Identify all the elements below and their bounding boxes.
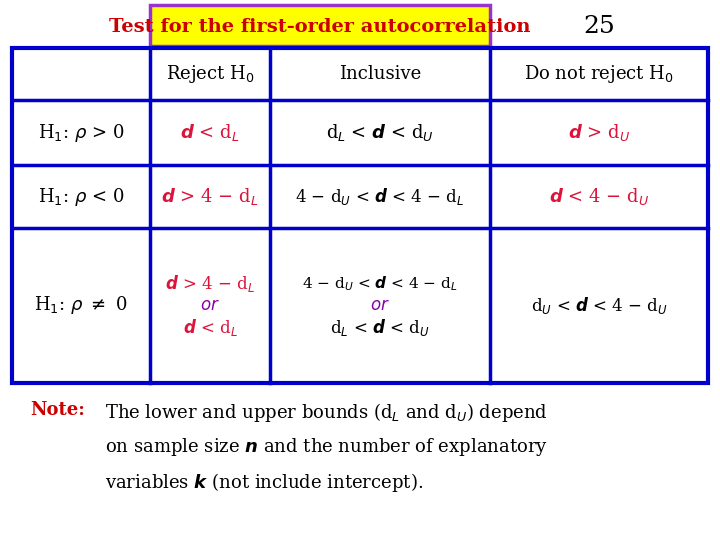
Text: 4 $-$ d$_U$ < $\bfit{d}$ < 4 $-$ d$_L$: 4 $-$ d$_U$ < $\bfit{d}$ < 4 $-$ d$_L$ [295,186,464,207]
Text: Do not reject H$_0$: Do not reject H$_0$ [524,63,674,85]
Text: variables $\bfit{k}$ (not include intercept).: variables $\bfit{k}$ (not include interc… [105,471,423,494]
FancyBboxPatch shape [150,5,490,46]
Text: 25: 25 [583,15,615,38]
Text: 4 $-$ d$_U$ < $\bfit{d}$ < 4 $-$ d$_L$: 4 $-$ d$_U$ < $\bfit{d}$ < 4 $-$ d$_L$ [302,274,458,293]
Text: $\it{or}$: $\it{or}$ [200,297,220,314]
Text: Note:: Note: [30,401,85,419]
Text: $\bfit{d}$ > 4 $-$ d$_L$: $\bfit{d}$ > 4 $-$ d$_L$ [161,186,258,207]
Text: d$_L$ < $\bfit{d}$ < d$_U$: d$_L$ < $\bfit{d}$ < d$_U$ [326,122,434,143]
Text: $\bfit{d}$ > 4 $-$ d$_L$: $\bfit{d}$ > 4 $-$ d$_L$ [165,273,255,294]
Text: $\bfit{d}$ > d$_U$: $\bfit{d}$ > d$_U$ [568,122,630,143]
Text: $\bfit{d}$ < d$_L$: $\bfit{d}$ < d$_L$ [180,122,240,143]
Text: Test for the first-order autocorrelation: Test for the first-order autocorrelation [109,17,531,36]
Text: H$_1$: $\rho$ > 0: H$_1$: $\rho$ > 0 [38,122,124,144]
Text: $\bfit{d}$ < 4 $-$ d$_U$: $\bfit{d}$ < 4 $-$ d$_U$ [549,186,649,207]
Text: on sample size $\bfit{n}$ and the number of explanatory: on sample size $\bfit{n}$ and the number… [105,436,548,458]
Text: H$_1$: $\rho$ < 0: H$_1$: $\rho$ < 0 [38,186,124,207]
Text: d$_L$ < $\bfit{d}$ < d$_U$: d$_L$ < $\bfit{d}$ < d$_U$ [330,317,430,338]
Bar [12,48,708,383]
Text: d$_U$ < $\bfit{d}$ < 4 $-$ d$_U$: d$_U$ < $\bfit{d}$ < 4 $-$ d$_U$ [531,295,667,316]
Text: Inclusive: Inclusive [339,65,421,83]
Text: The lower and upper bounds (d$_L$ and d$_U$) depend: The lower and upper bounds (d$_L$ and d$… [105,401,548,424]
Text: $\it{or}$: $\it{or}$ [370,297,390,314]
Text: $\bfit{d}$ < d$_L$: $\bfit{d}$ < d$_L$ [182,317,238,338]
Text: H$_1$: $\rho$ $\neq$ 0: H$_1$: $\rho$ $\neq$ 0 [35,294,127,316]
Text: Reject H$_0$: Reject H$_0$ [166,63,254,85]
